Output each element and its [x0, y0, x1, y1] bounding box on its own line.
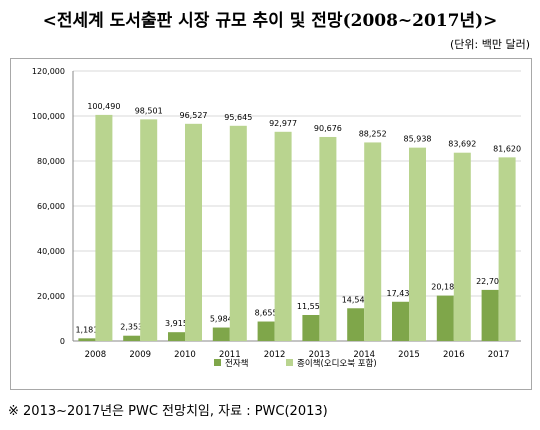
footnote: ※ 2013~2017년은 PWC 전망치임, 자료 : PWC(2013) [8, 404, 328, 419]
y-tick-label: 0 [60, 337, 65, 346]
x-tick-label: 2012 [264, 350, 286, 360]
data-label: 1,181 [75, 325, 98, 334]
bar-ebook [302, 314, 320, 341]
x-tick-label: 2016 [443, 350, 465, 360]
data-label: 100,490 [87, 102, 120, 111]
bar-print [364, 142, 382, 341]
bar-ebook [123, 335, 141, 341]
bar-ebook [347, 308, 365, 341]
y-tick-label: 60,000 [37, 202, 65, 211]
data-label: 88,252 [359, 129, 387, 138]
x-tick-label: 2013 [309, 350, 331, 360]
bar-chart: 0 20,000 40,000 60,000 80,000 100,000 120,000 1… [32, 67, 521, 369]
bar-ebook [78, 338, 96, 341]
bar-ebook [481, 289, 499, 341]
data-label: 8,655 [255, 309, 278, 318]
chart-panel: 0 20,000 40,000 60,000 80,000 100,000 120,000 1… [10, 58, 532, 390]
bar-print [140, 119, 158, 342]
legend-swatch-print [286, 359, 293, 366]
x-tick-label: 2008 [85, 350, 107, 360]
data-label: 92,977 [269, 119, 297, 128]
bar-ebook [212, 327, 230, 341]
y-tick-label: 20,000 [37, 292, 65, 301]
legend-swatch-ebook [214, 359, 221, 366]
bar-print [185, 123, 202, 342]
data-label: 95,645 [224, 113, 252, 122]
bar-print [319, 136, 337, 341]
bar-print [95, 114, 113, 342]
data-label: 11,559 [297, 302, 325, 311]
x-tick-label: 2015 [398, 350, 420, 360]
bar-ebook [436, 295, 454, 341]
x-tick-label: 2010 [174, 350, 196, 360]
bar-ebook [168, 332, 185, 341]
data-label: 3,915 [165, 319, 188, 328]
x-tick-label: 2009 [129, 350, 151, 360]
data-label: 81,620 [493, 144, 521, 153]
bar-print [274, 131, 292, 341]
data-label: 22,709 [476, 277, 504, 286]
bar-print [409, 147, 426, 341]
y-tick-label: 100,000 [32, 112, 65, 121]
y-tick-label: 80,000 [37, 157, 65, 166]
data-label: 90,676 [314, 124, 342, 133]
data-label: 5,984 [210, 315, 233, 324]
data-label: 20,188 [431, 283, 459, 292]
legend-label: 종이책(오디오북 포함) [297, 358, 377, 369]
x-tick-label: 2017 [488, 350, 510, 360]
x-tick-label: 2011 [219, 350, 241, 360]
bar-ebook [392, 301, 409, 341]
data-label: 17,437 [387, 289, 415, 298]
data-label: 14,545 [342, 295, 370, 304]
data-label: 98,501 [135, 106, 163, 115]
unit-label: (단위: 백만 달러) [449, 38, 530, 51]
bar-print [498, 157, 516, 341]
y-tick-label: 120,000 [32, 67, 65, 76]
legend-label: 전자책 [225, 358, 248, 369]
data-label: 85,938 [404, 135, 432, 144]
bar-ebook [257, 321, 275, 341]
bar-print [453, 152, 471, 341]
data-label: 96,527 [180, 111, 208, 120]
bar-print [229, 125, 247, 341]
chart-title: <전세계 도서출판 시장 규모 추이 및 전망(2008~2017년)> [42, 11, 498, 31]
y-tick-label: 40,000 [37, 247, 65, 256]
data-label: 2,353 [120, 323, 143, 332]
data-label: 83,692 [448, 140, 476, 149]
x-tick-label: 2014 [353, 350, 375, 360]
